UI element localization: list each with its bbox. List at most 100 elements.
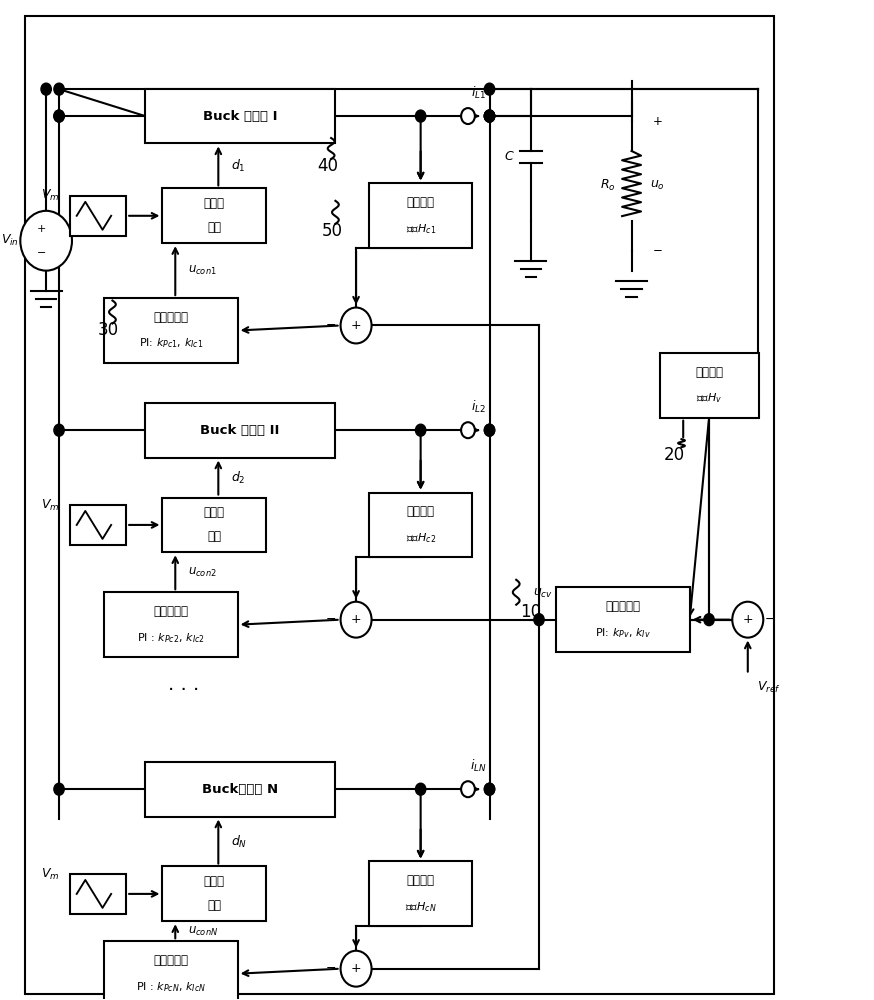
Text: −: − xyxy=(326,319,336,332)
Text: Buck 变换器 II: Buck 变换器 II xyxy=(200,424,280,437)
Circle shape xyxy=(415,110,426,122)
Bar xyxy=(70,196,126,236)
Circle shape xyxy=(54,424,64,436)
Text: Buck变换器 N: Buck变换器 N xyxy=(202,783,278,796)
Circle shape xyxy=(20,211,72,271)
Text: +: + xyxy=(653,115,662,128)
Bar xyxy=(556,587,690,652)
Bar xyxy=(145,762,335,817)
Text: 50: 50 xyxy=(322,222,343,240)
Bar xyxy=(163,188,266,243)
Text: 制器: 制器 xyxy=(207,899,221,912)
Text: 30: 30 xyxy=(98,321,119,339)
Text: 电流控制器: 电流控制器 xyxy=(154,954,189,967)
Bar xyxy=(369,493,472,557)
Circle shape xyxy=(484,424,495,436)
Text: $d_2$: $d_2$ xyxy=(232,470,246,486)
Text: Buck 变换器 I: Buck 变换器 I xyxy=(203,110,277,123)
Circle shape xyxy=(484,783,495,795)
Text: $d_1$: $d_1$ xyxy=(232,158,246,174)
Bar xyxy=(369,861,472,926)
Bar xyxy=(70,505,126,545)
Bar xyxy=(70,874,126,914)
Text: $V_{ref}$: $V_{ref}$ xyxy=(758,680,781,695)
Text: $u_{conN}$: $u_{conN}$ xyxy=(188,925,218,938)
Text: +: + xyxy=(350,319,361,332)
Circle shape xyxy=(484,83,495,95)
Text: 电路$H_{cN}$: 电路$H_{cN}$ xyxy=(405,900,436,914)
Text: PI : $k_{Pc2}$, $k_{Ic2}$: PI : $k_{Pc2}$, $k_{Ic2}$ xyxy=(137,631,205,645)
Circle shape xyxy=(484,110,495,122)
Bar xyxy=(24,16,773,994)
Circle shape xyxy=(534,614,545,626)
Bar xyxy=(104,298,238,363)
Text: 制器: 制器 xyxy=(207,530,221,543)
Text: −: − xyxy=(653,244,662,257)
Text: 20: 20 xyxy=(664,446,685,464)
Bar xyxy=(145,89,335,143)
Circle shape xyxy=(415,424,426,436)
Text: $u_{cv}$: $u_{cv}$ xyxy=(533,587,553,600)
Text: −: − xyxy=(326,962,336,975)
Text: PI: $k_{Pc1}$, $k_{Ic1}$: PI: $k_{Pc1}$, $k_{Ic1}$ xyxy=(139,337,203,350)
Text: 电流采样: 电流采样 xyxy=(406,505,434,518)
Text: +: + xyxy=(350,962,361,975)
Text: 电流控制器: 电流控制器 xyxy=(154,311,189,324)
Text: $V_{in}$: $V_{in}$ xyxy=(1,233,19,248)
Text: $C$: $C$ xyxy=(504,150,515,163)
Text: $i_{LN}$: $i_{LN}$ xyxy=(470,758,487,774)
Text: 电流采样: 电流采样 xyxy=(406,874,434,887)
Circle shape xyxy=(54,110,64,122)
Circle shape xyxy=(484,110,495,122)
Text: $V_m$: $V_m$ xyxy=(41,188,59,203)
Circle shape xyxy=(54,110,64,122)
Text: PI : $k_{PcN}$, $k_{IcN}$: PI : $k_{PcN}$, $k_{IcN}$ xyxy=(136,980,206,994)
Bar xyxy=(163,866,266,921)
Circle shape xyxy=(704,614,714,626)
Text: 电路$H_v$: 电路$H_v$ xyxy=(696,391,722,405)
Text: $i_{L1}$: $i_{L1}$ xyxy=(471,85,486,101)
Circle shape xyxy=(341,951,371,987)
Text: PI: $k_{Pv}$, $k_{Iv}$: PI: $k_{Pv}$, $k_{Iv}$ xyxy=(595,626,651,640)
Text: . . .: . . . xyxy=(169,675,199,694)
Text: 电压控制器: 电压控制器 xyxy=(606,600,641,613)
Bar xyxy=(104,941,238,1000)
Text: 电路$H_{c2}$: 电路$H_{c2}$ xyxy=(406,531,436,545)
Text: $d_N$: $d_N$ xyxy=(232,833,247,850)
Bar xyxy=(660,353,759,418)
Text: −: − xyxy=(326,613,336,626)
Text: $u_{con2}$: $u_{con2}$ xyxy=(188,566,217,579)
Text: 电流控制器: 电流控制器 xyxy=(154,605,189,618)
Text: +: + xyxy=(743,613,753,626)
Circle shape xyxy=(461,781,475,797)
Text: −: − xyxy=(38,248,46,258)
Text: 10: 10 xyxy=(520,603,541,621)
Text: 脉宽调: 脉宽调 xyxy=(204,875,225,888)
Bar xyxy=(145,403,335,458)
Circle shape xyxy=(54,83,64,95)
Bar xyxy=(369,183,472,248)
Text: $R_o$: $R_o$ xyxy=(600,178,615,193)
Circle shape xyxy=(461,422,475,438)
Text: 电压采样: 电压采样 xyxy=(695,366,723,379)
Text: 脉宽调: 脉宽调 xyxy=(204,197,225,210)
Text: 脉宽调: 脉宽调 xyxy=(204,506,225,519)
Circle shape xyxy=(484,783,495,795)
Text: 电路$H_{c1}$: 电路$H_{c1}$ xyxy=(406,222,436,236)
Circle shape xyxy=(461,108,475,124)
Circle shape xyxy=(732,602,763,638)
Text: −: − xyxy=(765,613,775,626)
Text: $u_o$: $u_o$ xyxy=(650,179,665,192)
Circle shape xyxy=(415,783,426,795)
Circle shape xyxy=(484,110,495,122)
Text: $u_{con1}$: $u_{con1}$ xyxy=(188,264,217,277)
Text: $V_m$: $V_m$ xyxy=(41,497,59,513)
Bar xyxy=(163,498,266,552)
Bar xyxy=(104,592,238,657)
Text: +: + xyxy=(38,224,46,234)
Text: 电流采样: 电流采样 xyxy=(406,196,434,209)
Circle shape xyxy=(484,110,495,122)
Circle shape xyxy=(54,783,64,795)
Circle shape xyxy=(484,424,495,436)
Text: $V_m$: $V_m$ xyxy=(41,866,59,882)
